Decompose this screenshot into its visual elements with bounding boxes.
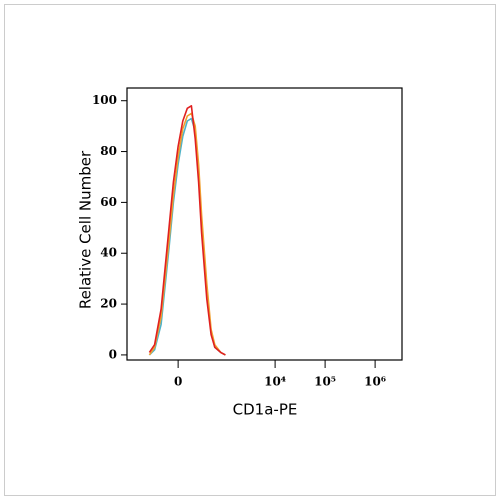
x-tick-label: 0: [174, 375, 182, 389]
histogram-line: [148, 105, 226, 356]
y-axis-label: Relative Cell Number: [77, 150, 95, 309]
histogram-line: [148, 112, 226, 356]
y-tick-label: 0: [109, 347, 117, 361]
y-tick-label: 20: [100, 297, 117, 311]
y-tick-label: 60: [100, 195, 117, 209]
x-axis-label: CD1a-PE: [233, 401, 298, 419]
frame: [4, 4, 496, 496]
y-tick-label: 80: [100, 144, 117, 158]
plot-box: [126, 87, 403, 361]
y-tick-label: 100: [92, 93, 117, 107]
y-tick-label: 40: [100, 246, 117, 260]
x-tick-label: 10⁶: [364, 375, 386, 389]
x-tick-label: 10⁴: [264, 375, 286, 389]
x-tick-label: 10⁵: [314, 375, 336, 389]
